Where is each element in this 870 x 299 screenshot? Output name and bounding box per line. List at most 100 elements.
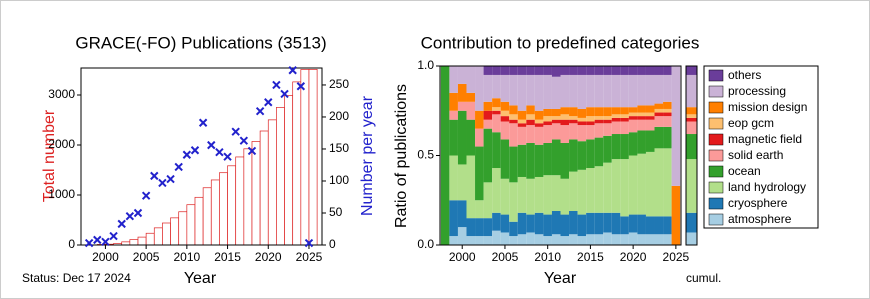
bar-segment	[663, 216, 672, 235]
bar-segment	[526, 178, 535, 215]
bar	[267, 119, 277, 246]
bar-segment	[526, 214, 535, 233]
bar-segment	[620, 117, 629, 122]
bar-segment	[577, 74, 587, 109]
bar-segment	[492, 74, 501, 99]
bar-segment	[569, 66, 578, 75]
bar-segment	[500, 214, 510, 233]
bar-segment	[551, 119, 561, 124]
y2-axis-label: Number per year	[359, 95, 376, 216]
bar-segment	[611, 159, 621, 213]
bar-segment	[517, 176, 527, 213]
bar-segment	[645, 216, 655, 235]
bar-segment	[586, 116, 595, 122]
bar-segment	[526, 66, 535, 75]
bar-segment	[637, 66, 646, 75]
bar-segment	[543, 66, 552, 75]
bar-segment	[517, 234, 527, 245]
bar-segment	[560, 236, 570, 245]
bar-segment	[654, 216, 664, 235]
bar-segment	[449, 155, 458, 201]
bar-segment	[637, 116, 646, 120]
bar-segment	[449, 110, 458, 120]
x-tick-label: 2015	[214, 250, 241, 264]
cumulative-segment	[686, 114, 697, 118]
bar-segment	[526, 119, 535, 126]
y-tick-label: 0.5	[417, 148, 434, 162]
bar-segment	[645, 151, 655, 217]
bar-segment	[603, 74, 612, 108]
bar	[202, 187, 212, 246]
bar-segment	[543, 74, 552, 109]
bar	[251, 141, 261, 246]
bar-segment	[577, 108, 587, 118]
bar-segment	[654, 126, 664, 149]
bar-segment	[645, 66, 655, 75]
bar-segment	[671, 185, 681, 245]
marker	[304, 238, 314, 248]
cumulative-label: cumul.	[686, 271, 721, 285]
y-axis-label: Total number	[41, 109, 58, 202]
legend-swatch	[708, 213, 724, 226]
bar-segment	[603, 66, 612, 75]
x-axis-label: Year	[184, 270, 217, 287]
legend-swatch	[708, 69, 724, 82]
bar-segment	[654, 148, 664, 217]
marker	[264, 98, 273, 107]
bar-segment	[509, 182, 518, 222]
marker	[93, 235, 102, 245]
bar	[227, 165, 237, 246]
marker	[280, 89, 289, 99]
marker	[101, 237, 110, 247]
bar-segment	[577, 214, 587, 237]
bar-segment	[475, 128, 484, 147]
bar-segment	[492, 107, 501, 111]
cumulative-segment	[686, 159, 697, 213]
chart-title: Contribution to predefined categories	[421, 33, 700, 52]
bar-segment	[492, 212, 501, 231]
cumulative-frame	[685, 65, 698, 246]
legend-label: others	[728, 68, 761, 82]
bar-segment	[543, 214, 552, 237]
bar-segment	[663, 74, 672, 102]
bar-segment	[663, 101, 672, 109]
bar	[194, 196, 204, 246]
y2-tick-label: 0	[329, 237, 336, 251]
bar-segment	[509, 221, 518, 237]
status-text: Status: Dec 17 2024	[22, 271, 131, 285]
bar	[276, 106, 285, 246]
bar-segment	[483, 218, 493, 237]
bar-segment	[637, 74, 646, 106]
bar-segment	[645, 112, 655, 117]
y2-tick-label: 150	[329, 141, 349, 155]
bar-segment	[517, 144, 527, 177]
x-tick-label: 2010	[534, 250, 561, 264]
bar-segment	[492, 110, 501, 115]
x-tick-label: 2005	[492, 250, 519, 264]
marker	[190, 146, 200, 155]
bar-segment	[509, 66, 518, 75]
bar-segment	[620, 234, 629, 245]
bar-segment	[569, 74, 578, 108]
y-axis-label: Ratio of publications	[393, 84, 410, 228]
legend-label: solid earth	[728, 148, 783, 162]
marker	[174, 162, 183, 172]
legend-swatch	[708, 101, 724, 114]
bar-segment	[500, 116, 510, 122]
bar-segment	[628, 112, 638, 117]
bar-segment	[611, 107, 621, 115]
bar-segment	[586, 168, 595, 213]
bar-segment	[543, 121, 552, 126]
bar-segment	[645, 119, 655, 131]
bar-segment	[637, 214, 646, 235]
bar-segment	[560, 66, 570, 75]
bar-segment	[594, 166, 604, 213]
bar-segment	[509, 236, 518, 245]
bar	[145, 232, 155, 246]
bar-segment	[628, 232, 638, 245]
bar-segment	[551, 116, 561, 120]
bar-segment	[637, 105, 646, 113]
bar-segment	[551, 123, 561, 140]
bar	[219, 172, 228, 246]
